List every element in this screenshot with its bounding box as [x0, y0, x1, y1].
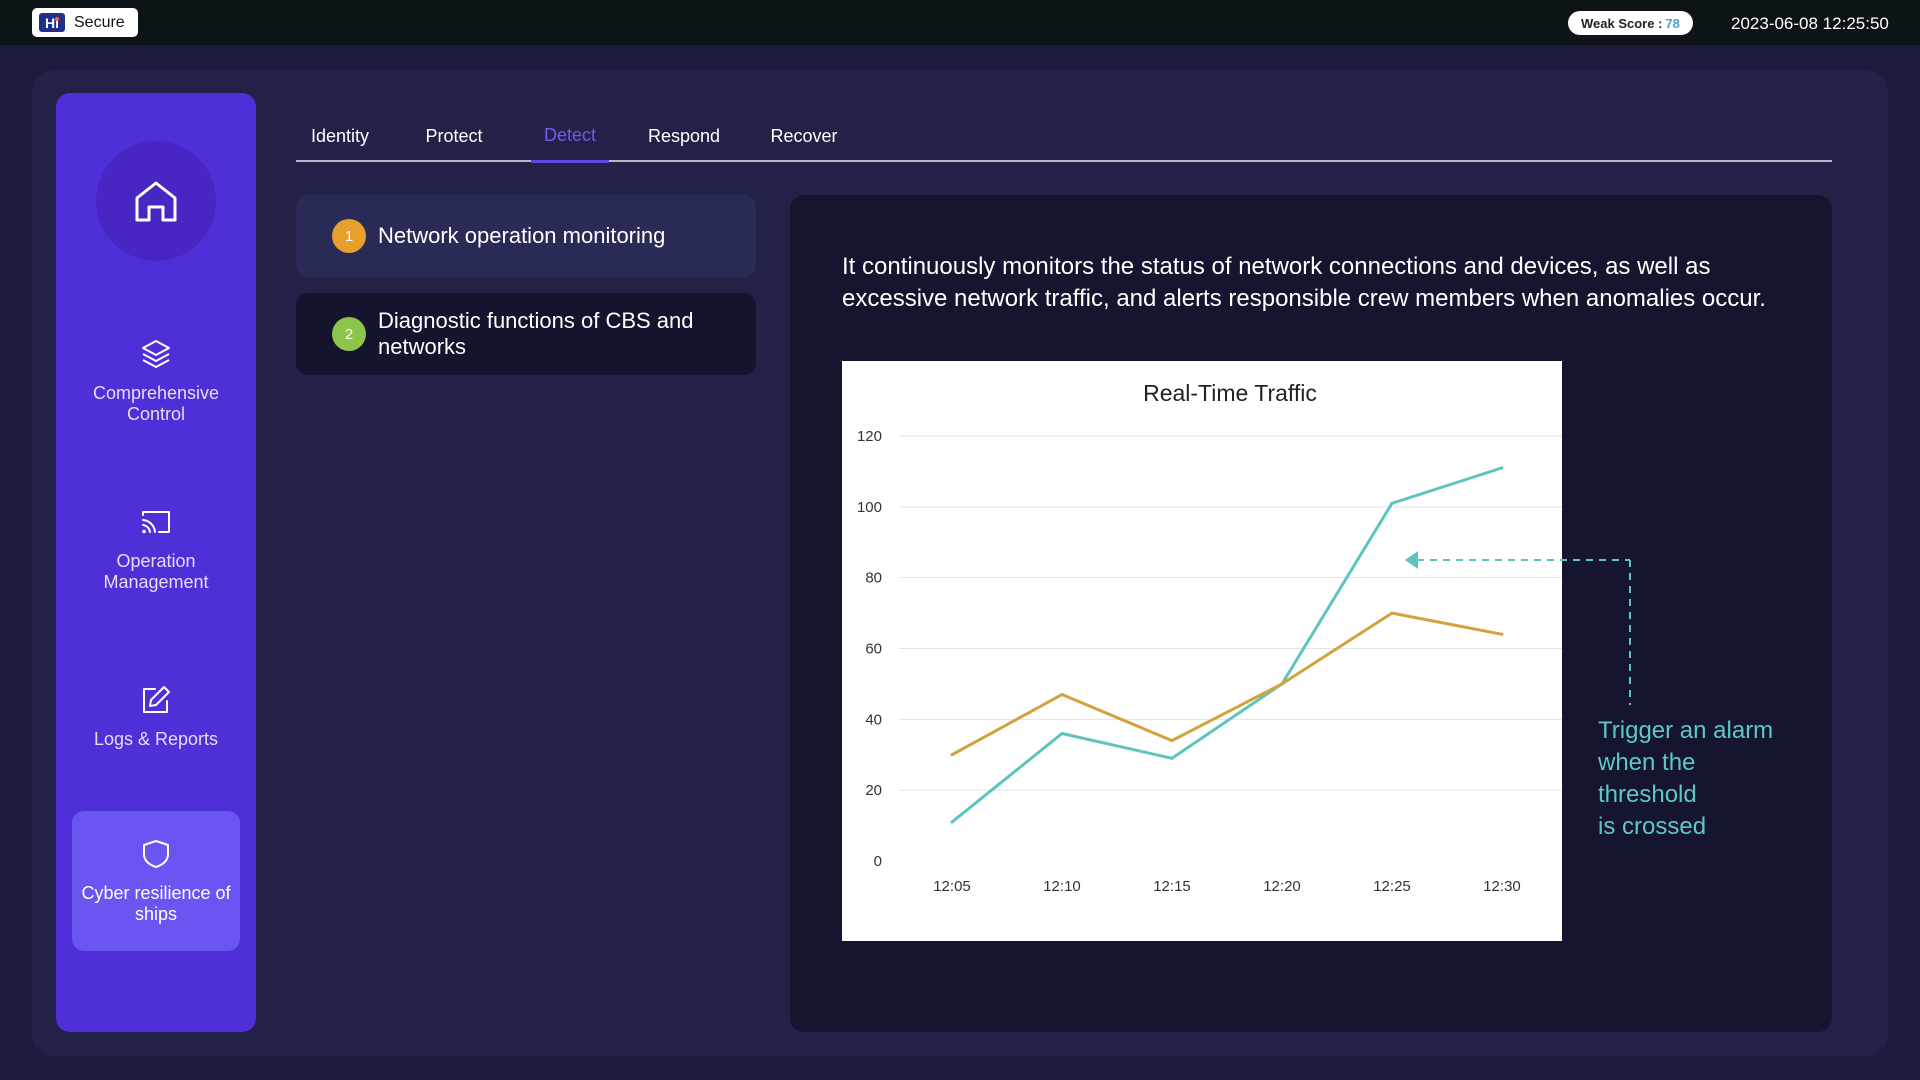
threshold-annotation: Trigger an alarm when the threshold is c… [1598, 715, 1773, 843]
logo-mark: Hi [39, 13, 65, 32]
y-tick-label: 0 [874, 853, 882, 870]
annotation-line: Trigger an alarm [1598, 717, 1774, 744]
cast-icon [142, 510, 170, 533]
weak-score-value: 78 [1665, 15, 1680, 31]
x-tick-label: 12:25 [1373, 878, 1411, 895]
datetime: 2023-06-08 12:25:50 [1731, 14, 1889, 33]
nav-label: Comprehensive Control [92, 382, 220, 424]
y-tick-label: 80 [865, 570, 882, 587]
data-point-gold [1060, 693, 1064, 697]
nav-label: Cyber resilience of ships [81, 882, 231, 924]
x-tick-label: 12:05 [933, 878, 971, 895]
x-tick-labels: 12:05 12:10 12:15 12:20 12:25 12:30 [933, 878, 1521, 895]
feature-label: Network operation monitoring [378, 223, 666, 248]
data-point-teal [950, 820, 954, 824]
detail-panel: It continuously monitors the status of n… [790, 195, 1832, 1032]
data-point-gold [950, 753, 954, 757]
tab-recover[interactable]: Recover [770, 125, 838, 146]
feature-number-badge: 2 [332, 317, 366, 351]
data-point-gold [1280, 682, 1284, 686]
home-icon [135, 181, 177, 222]
nav-cyber-resilience[interactable]: Cyber resilience of ships [72, 811, 240, 951]
chart-title: Real-Time Traffic [1143, 380, 1317, 406]
data-point-teal [1390, 501, 1394, 505]
weak-score-badge: Weak Score : 78 [1568, 11, 1693, 35]
chart-grid [899, 435, 1562, 791]
feature-description: It continuously monitors the status of n… [842, 253, 1766, 312]
chart-series [950, 466, 1504, 824]
y-tick-label: 120 [857, 428, 882, 445]
data-point-gold [1170, 739, 1174, 743]
nav-comprehensive-control[interactable]: Comprehensive Control [72, 311, 240, 451]
data-point-teal [1500, 466, 1504, 470]
tab-bar: Identity Protect Detect Respond Recover [296, 110, 1832, 163]
x-tick-label: 12:20 [1263, 878, 1301, 895]
y-tick-labels: 0 20 40 60 80 100 120 [857, 428, 882, 870]
feature-label: Diagnostic functions of CBS and networks [378, 308, 694, 359]
home-button[interactable] [96, 141, 216, 261]
x-tick-label: 12:10 [1043, 878, 1081, 895]
data-point-gold [1390, 611, 1394, 615]
nav-logs-reports[interactable]: Logs & Reports [72, 647, 240, 787]
sidebar: Comprehensive Control Operation Manageme… [56, 93, 256, 1032]
annotation-line: when the [1598, 749, 1696, 776]
y-tick-label: 60 [865, 641, 882, 658]
data-point-gold [1500, 632, 1504, 636]
app-logo[interactable]: Hi Secure [32, 8, 138, 37]
nav-label: Logs & Reports [93, 729, 219, 749]
x-tick-label: 12:30 [1483, 878, 1521, 895]
top-bar: Hi Secure Weak Score : 78 2023-06-08 12:… [0, 0, 1920, 45]
feature-network-monitoring[interactable]: 1 Network operation monitoring [296, 195, 756, 277]
x-tick-label: 12:15 [1153, 878, 1191, 895]
layers-icon [142, 339, 170, 368]
y-tick-label: 40 [865, 711, 882, 728]
y-tick-label: 20 [865, 782, 882, 799]
tab-protect[interactable]: Protect [425, 125, 483, 146]
y-tick-label: 100 [857, 499, 882, 516]
feature-number-badge: 1 [332, 219, 366, 253]
data-point-teal [1060, 732, 1064, 735]
app-name: Secure [74, 13, 125, 31]
data-point-teal [1170, 756, 1174, 760]
edit-icon [143, 686, 170, 713]
weak-score-label: Weak Score : [1581, 15, 1663, 31]
shield-icon [143, 839, 169, 868]
series-line-teal [951, 466, 1503, 824]
nav-operation-management[interactable]: Operation Management [72, 479, 240, 619]
tab-respond[interactable]: Respond [647, 125, 721, 146]
tab-identity[interactable]: Identity [310, 125, 370, 146]
series-line-gold [951, 611, 1503, 757]
traffic-chart: Real-Time Traffic 0 20 40 60 80 100 120 12:05 1… [842, 361, 1562, 941]
annotation-line: threshold [1598, 781, 1697, 808]
logo-dot [55, 17, 59, 21]
feature-diagnostic-functions[interactable]: 2 Diagnostic functions of CBS and networ… [296, 293, 756, 375]
tab-detect[interactable]: Detect [531, 110, 609, 163]
annotation-line: is crossed [1598, 813, 1707, 840]
nav-label: Operation Management [103, 550, 209, 592]
